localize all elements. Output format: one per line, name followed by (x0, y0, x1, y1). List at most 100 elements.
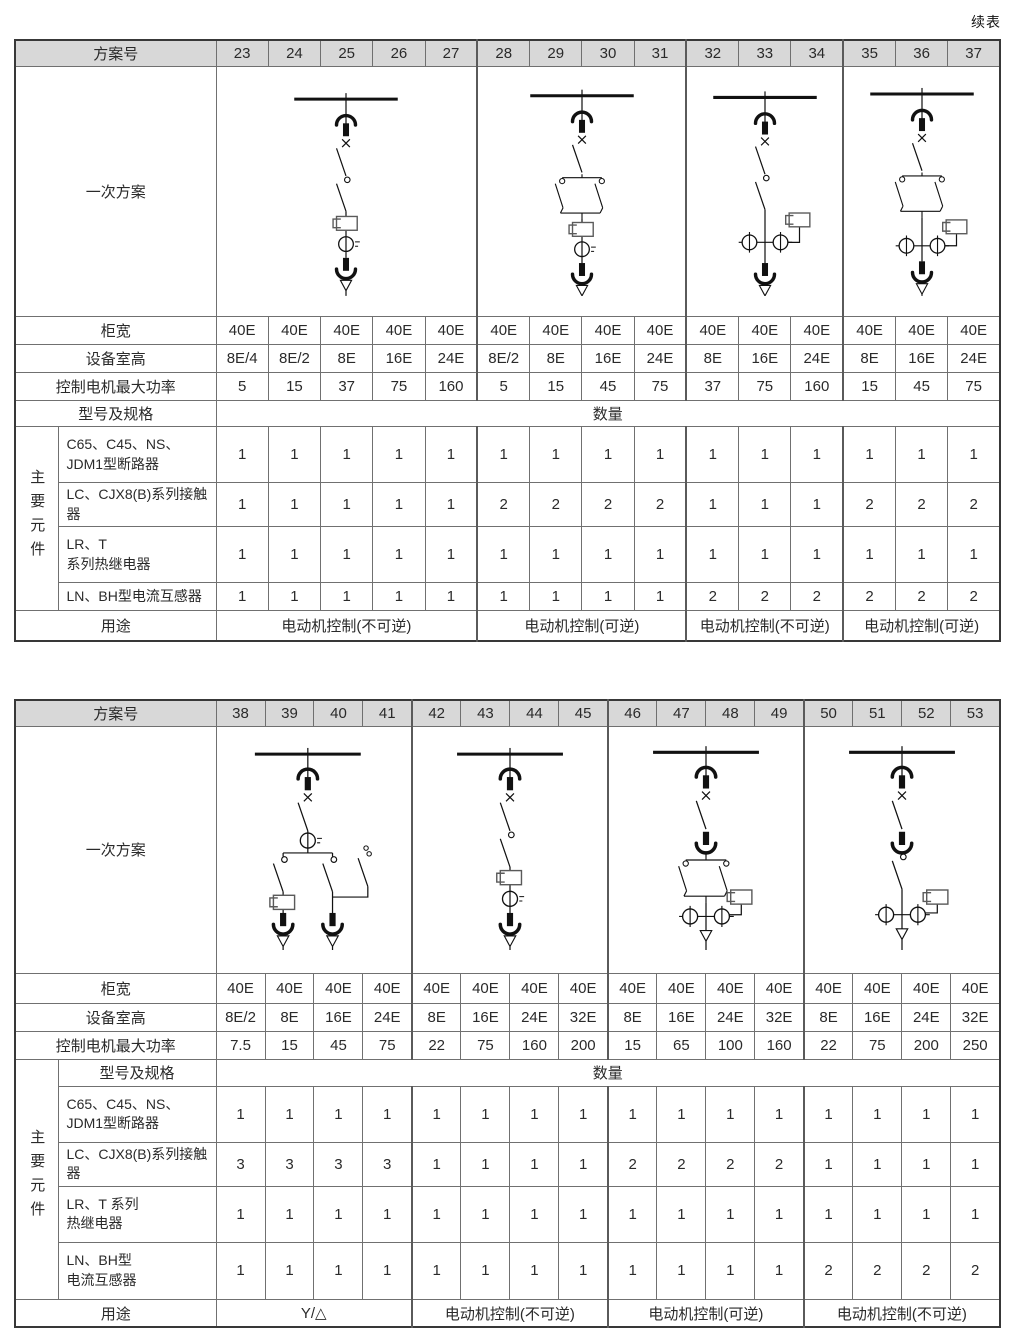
motor-power-value: 45 (581, 372, 635, 401)
breaker-qty-value: 1 (313, 1085, 364, 1143)
scheme-number-cell: 51 (852, 699, 903, 727)
ct-qty-value: 1 (529, 582, 583, 612)
diagram-cell-32-34 (685, 66, 844, 317)
thermal-relay-qty-value: 1 (754, 1185, 805, 1243)
component-name-current-transformer: LN、BH型电流互感器 (57, 582, 217, 612)
breaker-qty-value: 1 (656, 1085, 707, 1143)
cabinet-width-value: 40E (264, 972, 315, 1004)
breaker-qty-value: 1 (529, 426, 583, 483)
room-height-value: 8E (320, 344, 374, 373)
breaker-qty-value: 1 (842, 426, 896, 483)
cabinet-width-value: 40E (476, 316, 531, 345)
equipment-room-height-label: 设备室高 (14, 344, 217, 373)
room-height-value: 24E (633, 344, 687, 373)
scheme-number-cell: 28 (476, 39, 531, 67)
thermal-relay-qty-value: 1 (410, 1185, 462, 1243)
usage-cell: 电动机控制(可逆) (606, 1298, 805, 1328)
cabinet-width-value: 40E (894, 316, 949, 345)
contactor-qty-value: 1 (267, 481, 322, 528)
room-height-value: 8E (685, 344, 740, 373)
motor-power-value: 22 (410, 1030, 462, 1060)
breaker-qty-value: 1 (215, 1085, 266, 1143)
component-name-breaker: C65、C45、NS、 JDM1型断路器 (57, 1085, 217, 1143)
room-height-value: 8E (842, 344, 896, 373)
breaker-qty-value: 1 (947, 426, 1001, 483)
contactor-qty-value: 1 (424, 481, 478, 528)
room-height-value: 8E/2 (476, 344, 531, 373)
scheme-number-cell: 40 (313, 699, 364, 727)
outgoing-arrow (575, 284, 589, 296)
outgoing-arrow (325, 934, 339, 947)
ct-qty-value: 2 (685, 582, 740, 612)
contactor-qty-value: 2 (476, 481, 531, 528)
diagram-cell-28-31 (476, 66, 687, 317)
scheme-number-label: 方案号 (14, 699, 217, 727)
main-components-label: 主要元件 (14, 425, 59, 612)
motor-power-value: 5 (215, 372, 269, 401)
breaker-qty-value: 1 (950, 1085, 1001, 1143)
breaker-qty-value: 1 (424, 426, 478, 483)
ct-qty-value: 1 (656, 1241, 707, 1300)
outgoing-arrow (895, 927, 909, 940)
contactor-qty-value: 2 (842, 481, 896, 528)
drawout-contact-lower (498, 910, 522, 936)
usage-row: 用途 Y/△ 电动机控制(不可逆) 电动机控制(可逆) 电动机控制(不可逆) (14, 1298, 1001, 1328)
ct-qty-value: 1 (606, 1241, 658, 1300)
drawout-contact-lower (335, 256, 358, 281)
breaker-qty-value: 1 (606, 1085, 658, 1143)
thermal-relay-qty-value: 1 (215, 526, 269, 584)
motor-power-value: 75 (362, 1030, 413, 1060)
room-height-value: 16E (581, 344, 635, 373)
contactor-switch (891, 859, 903, 890)
breaker-x (917, 133, 927, 143)
contactor-switch (499, 837, 511, 868)
ct-qty-value: 2 (842, 582, 896, 612)
room-height-value: 24E (947, 344, 1001, 373)
contactor-qty-value: 1 (802, 1141, 854, 1187)
drawout-contact-lower (753, 261, 777, 286)
thermal-relay-qty-value: 1 (802, 1185, 854, 1243)
contactor-contact (330, 855, 337, 863)
contactor-qty-value: 1 (372, 481, 426, 528)
room-height-value: 24E (509, 1002, 560, 1032)
contactor-contact (899, 853, 907, 860)
room-height-value: 8E/2 (215, 1002, 266, 1032)
scheme-number-cell: 48 (705, 699, 756, 727)
ct-qty-value: 1 (424, 582, 478, 612)
motor-power-value: 160 (754, 1030, 805, 1060)
scheme-number-cell: 33 (738, 39, 792, 67)
diagram-cell-50-53 (802, 725, 1001, 974)
thermal-relay-box (941, 219, 968, 235)
room-height-value: 16E (313, 1002, 364, 1032)
motor-power-value: 15 (267, 372, 322, 401)
cabinet-width-value: 40E (947, 316, 1001, 345)
usage-cell: Y/△ (215, 1298, 413, 1328)
ct-qty-value: 2 (950, 1241, 1001, 1300)
contactor-qty-value: 1 (950, 1141, 1001, 1187)
thermal-relay-box (495, 869, 523, 886)
thermal-relay-qty-value: 1 (581, 526, 635, 584)
cabinet-width-value: 40E (362, 972, 413, 1004)
scheme-number-cell: 49 (754, 699, 805, 727)
component-name-current-transformer: LN、BH型 电流互感器 (57, 1241, 217, 1300)
busbar (528, 88, 636, 98)
busbar (711, 89, 819, 99)
scheme-number-cell: 32 (685, 39, 740, 67)
thermal-relay-qty-value: 1 (320, 526, 374, 584)
spec-table-schemes-38-53: 方案号 38 39 40 41 42 43 44 45 46 47 48 49 50 51 52 53 一次方… (14, 698, 1001, 1328)
diagram-cell-23-27 (215, 66, 478, 317)
breaker-qty-value: 1 (705, 1085, 756, 1143)
breaker-switch (754, 145, 766, 175)
ct-qty-value: 1 (754, 1241, 805, 1300)
cabinet-width-value: 40E (424, 316, 478, 345)
motor-power-value: 45 (894, 372, 949, 401)
thermal-relay-qty-value: 1 (424, 526, 478, 584)
scheme-number-label: 方案号 (14, 39, 217, 67)
room-height-value: 8E (606, 1002, 658, 1032)
breaker-qty-value: 1 (509, 1085, 560, 1143)
contactor-qty-value: 2 (633, 481, 687, 528)
motor-power-value: 22 (802, 1030, 854, 1060)
breaker-qty-value: 1 (476, 426, 531, 483)
continued-table-label: 续表 (971, 14, 1001, 30)
